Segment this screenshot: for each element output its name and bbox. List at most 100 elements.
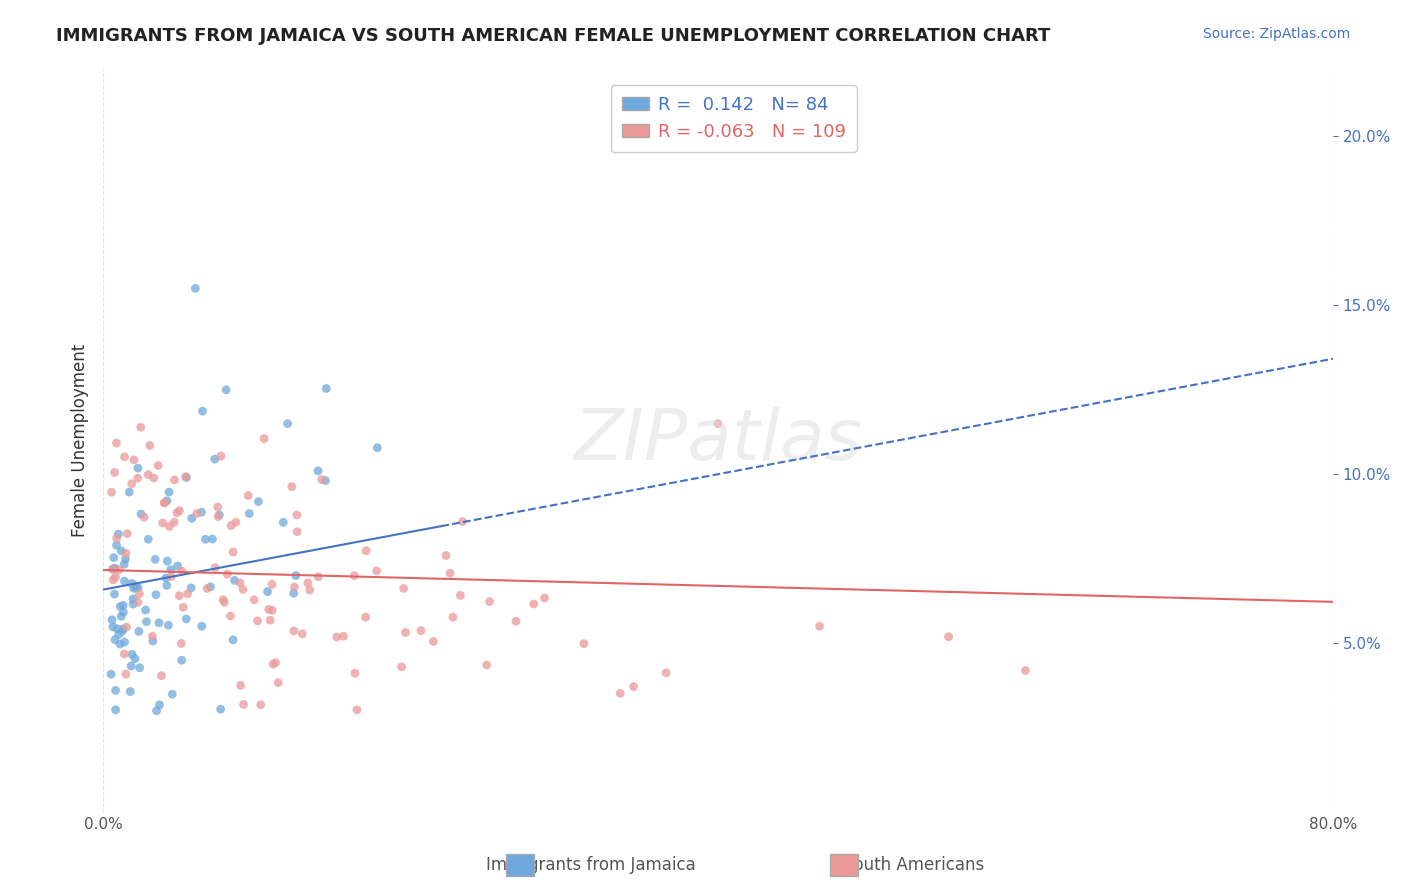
Point (505, 614, 527, 628)
Point (127, 471, 149, 485)
Point (232, 698, 254, 712)
Point (281, 480, 304, 494)
Point (112, 599, 135, 613)
Point (439, 566, 461, 581)
Point (170, 564, 193, 578)
Point (103, 587, 125, 601)
Point (142, 634, 165, 648)
Point (277, 417, 299, 431)
Point (129, 420, 152, 434)
Legend: R =  0.142   N= 84, R = -0.063   N = 109: R = 0.142 N= 84, R = -0.063 N = 109 (610, 85, 856, 152)
Point (212, 592, 235, 607)
Point (180, 511, 202, 525)
Point (108, 563, 131, 577)
Point (145, 704, 167, 718)
Point (148, 698, 170, 712)
Point (238, 507, 260, 521)
Point (195, 582, 218, 596)
Point (104, 466, 127, 480)
Point (609, 686, 631, 700)
Point (938, 630, 960, 644)
Point (124, 580, 146, 594)
Point (207, 500, 229, 514)
Point (135, 615, 157, 629)
Point (120, 684, 142, 698)
Point (128, 661, 150, 675)
Point (156, 493, 179, 508)
Text: IMMIGRANTS FROM JAMAICA VS SOUTH AMERICAN FEMALE UNEMPLOYMENT CORRELATION CHART: IMMIGRANTS FROM JAMAICA VS SOUTH AMERICA… (56, 27, 1050, 45)
Point (523, 597, 546, 611)
Point (166, 559, 188, 574)
Y-axis label: Female Unemployment: Female Unemployment (72, 344, 89, 537)
Point (170, 636, 193, 650)
Point (150, 668, 173, 682)
Point (121, 476, 143, 491)
Point (180, 581, 202, 595)
Point (148, 615, 170, 630)
Point (103, 573, 125, 587)
Point (101, 613, 124, 627)
Point (118, 485, 141, 500)
Point (104, 632, 127, 647)
Point (121, 648, 143, 662)
Point (160, 563, 183, 577)
Point (315, 382, 337, 396)
Point (155, 571, 177, 585)
Point (264, 656, 287, 670)
Point (283, 586, 305, 600)
Point (115, 620, 138, 634)
Point (271, 516, 294, 530)
Point (291, 627, 314, 641)
Point (103, 550, 125, 565)
Point (238, 488, 260, 502)
Point (105, 622, 128, 636)
Point (122, 597, 145, 611)
Point (153, 496, 176, 510)
Point (219, 518, 242, 533)
Point (259, 613, 281, 627)
Point (392, 582, 415, 596)
Point (207, 509, 229, 524)
Point (533, 591, 555, 605)
Point (145, 588, 167, 602)
Point (128, 624, 150, 639)
Point (170, 653, 193, 667)
Point (285, 524, 308, 539)
Text: South Americans: South Americans (844, 856, 984, 874)
Point (284, 568, 307, 582)
Point (391, 660, 413, 674)
Point (100, 667, 122, 681)
Point (141, 629, 163, 643)
Point (101, 562, 124, 576)
Point (142, 471, 165, 485)
Point (366, 564, 388, 578)
Point (332, 629, 354, 643)
Point (174, 469, 197, 483)
Point (217, 567, 239, 582)
Point (394, 625, 416, 640)
Point (129, 507, 152, 521)
Point (297, 575, 319, 590)
Point (214, 595, 236, 609)
Point (307, 464, 329, 478)
Point (262, 657, 284, 672)
Point (104, 561, 127, 575)
Point (346, 703, 368, 717)
Point (256, 584, 278, 599)
Point (222, 545, 245, 559)
Point (655, 665, 678, 680)
Point (572, 637, 595, 651)
Point (623, 680, 645, 694)
Point (253, 432, 276, 446)
Point (156, 578, 179, 592)
Point (209, 449, 232, 463)
Point (283, 624, 305, 638)
Point (172, 600, 194, 615)
Point (110, 543, 132, 558)
Point (105, 532, 128, 546)
Point (200, 580, 222, 594)
Point (139, 438, 162, 452)
Point (108, 637, 131, 651)
Point (108, 627, 131, 641)
Point (124, 651, 146, 665)
